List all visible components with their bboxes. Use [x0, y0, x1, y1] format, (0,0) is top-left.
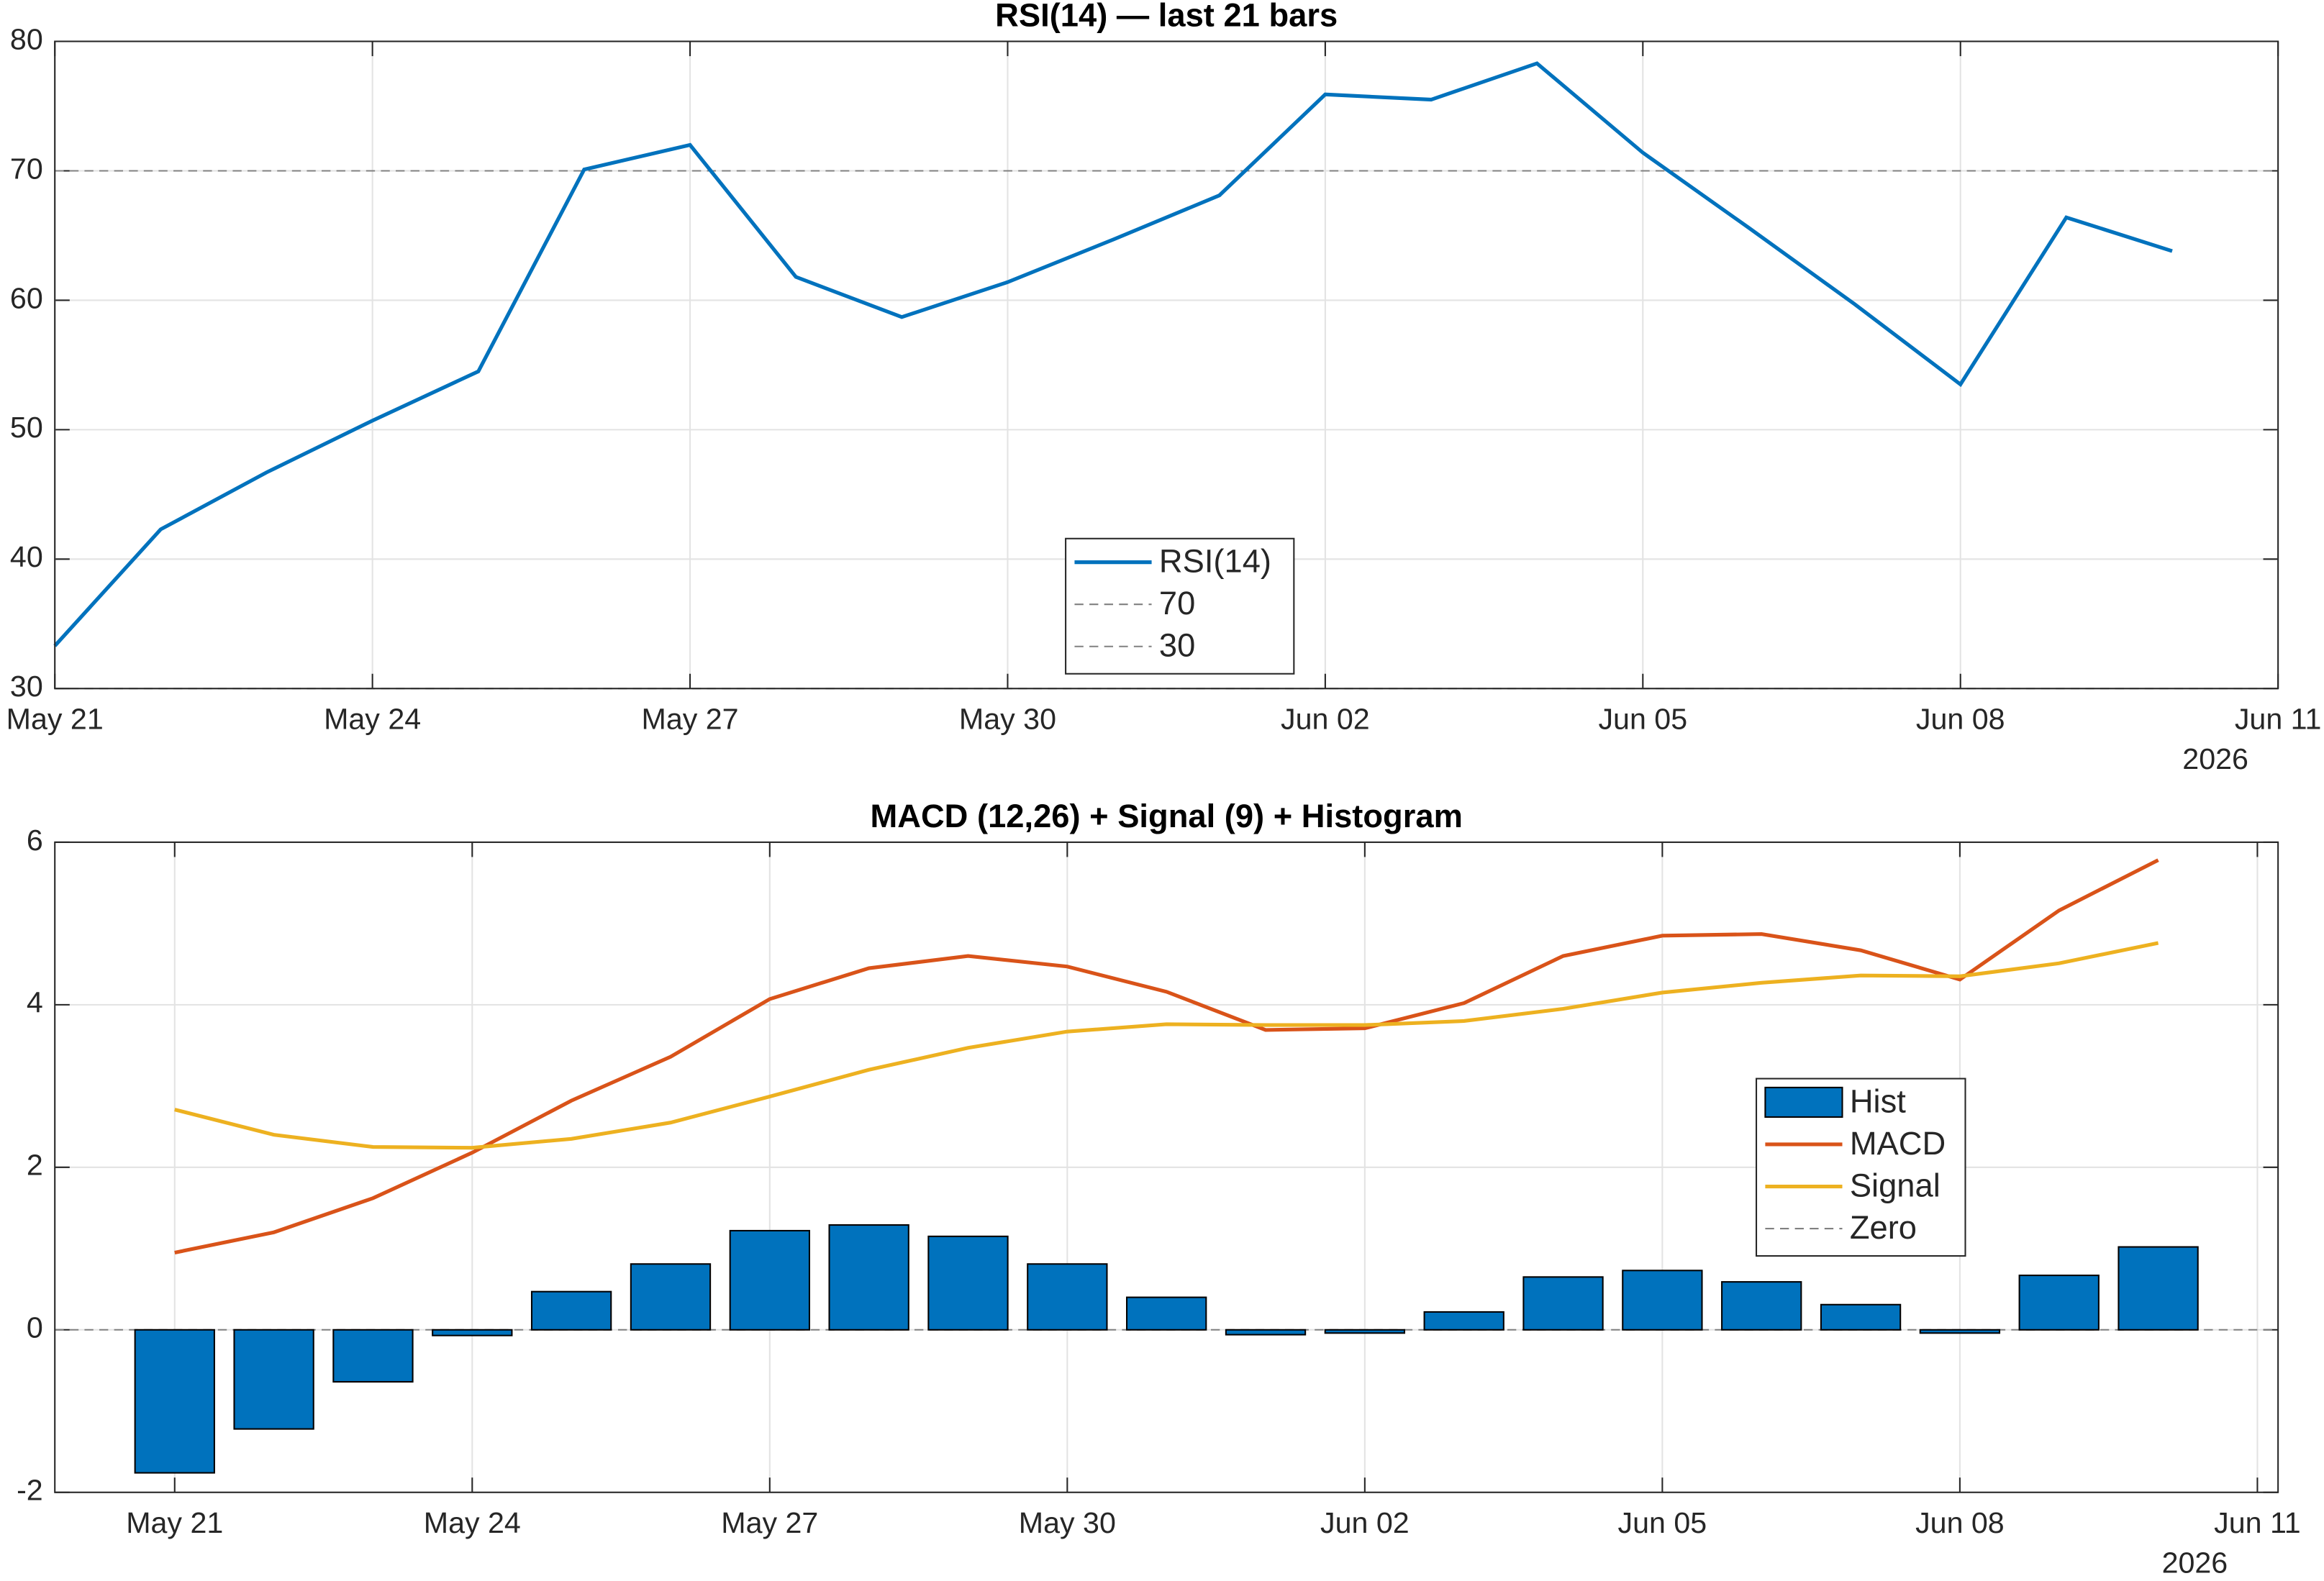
legend-label: 30: [1159, 627, 1195, 664]
histogram-bar: [332, 1329, 414, 1383]
y-tick-label: 80: [10, 22, 43, 55]
legend-label: Signal: [1850, 1167, 1941, 1204]
x-tick-label: May 24: [424, 1506, 521, 1539]
histogram-bar: [1820, 1303, 1902, 1331]
histogram-bar: [1622, 1270, 1703, 1331]
y-tick-label: 30: [10, 670, 43, 703]
x-tick-label: May 24: [324, 702, 421, 735]
series-line: [53, 61, 2173, 647]
histogram-bar: [2118, 1246, 2199, 1331]
legend-label: Hist: [1850, 1083, 1906, 1119]
x-tick-label: Jun 05: [1598, 702, 1687, 735]
y-tick-label: 4: [27, 986, 43, 1019]
y-tick-label: 60: [10, 281, 43, 314]
histogram-bar: [1423, 1311, 1504, 1331]
axes-box: [54, 841, 2279, 1493]
histogram-bar: [1126, 1296, 1207, 1331]
x-tick-label: May 30: [959, 702, 1056, 735]
x-tick-label: May 21: [126, 1506, 223, 1539]
series-line: [174, 858, 2159, 1254]
x-year-label: 2026: [2162, 1546, 2228, 1579]
chart-title: RSI(14) — last 21 bars: [995, 0, 1338, 34]
histogram-bar: [530, 1290, 612, 1331]
histogram-bar: [1919, 1329, 2001, 1334]
axes-box: [54, 40, 2279, 690]
x-tick-label: Jun 02: [1281, 702, 1370, 735]
x-tick-label: May 30: [1019, 1506, 1116, 1539]
x-tick-label: Jun 05: [1618, 1506, 1707, 1539]
histogram-bar: [2018, 1275, 2100, 1331]
x-tick-label: May 27: [721, 1506, 818, 1539]
histogram-bar: [1721, 1281, 1802, 1331]
legend-swatch: [1764, 1086, 1843, 1118]
y-tick-label: 6: [27, 824, 43, 857]
x-year-label: 2026: [2182, 742, 2248, 775]
histogram-bar: [1522, 1276, 1604, 1331]
y-tick-label: 50: [10, 411, 43, 444]
histogram-bar: [828, 1224, 909, 1331]
histogram-bar: [630, 1263, 712, 1331]
y-tick-label: 70: [10, 152, 43, 185]
x-tick-label: Jun 11: [2235, 702, 2322, 735]
histogram-bar: [233, 1329, 314, 1430]
series-line: [174, 941, 2159, 1150]
legend-label: MACD: [1850, 1125, 1946, 1162]
y-tick-label: 0: [27, 1311, 43, 1344]
legend-label: RSI(14): [1159, 543, 1271, 580]
chart-panel: MACD (12,26) + Signal (9) + Histogram -2 0…: [17, 798, 2301, 1579]
y-tick-label: -2: [17, 1474, 43, 1507]
histogram-bar: [1027, 1263, 1108, 1331]
histogram-bar: [1324, 1329, 1406, 1334]
histogram-bar: [927, 1235, 1009, 1331]
histogram-bar: [729, 1229, 810, 1331]
x-tick-label: Jun 08: [1915, 1506, 2005, 1539]
histogram-bar: [134, 1329, 215, 1474]
x-tick-label: Jun 11: [2214, 1506, 2301, 1539]
x-tick-label: Jun 08: [1916, 702, 2005, 735]
legend-label: 70: [1159, 585, 1195, 621]
x-tick-label: Jun 02: [1320, 1506, 1410, 1539]
y-tick-label: 40: [10, 540, 43, 573]
chart-title: MACD (12,26) + Signal (9) + Histogram: [870, 798, 1462, 834]
histogram-bar: [1225, 1329, 1307, 1336]
histogram-bar: [432, 1329, 513, 1336]
legend-label: Zero: [1850, 1209, 1917, 1246]
chart-panel: RSI(14) — last 21 bars 30 40 50 60 70 80 May 21…: [6, 0, 2322, 775]
x-tick-label: May 27: [642, 702, 739, 735]
x-tick-label: May 21: [6, 702, 104, 735]
y-tick-label: 2: [27, 1149, 43, 1182]
